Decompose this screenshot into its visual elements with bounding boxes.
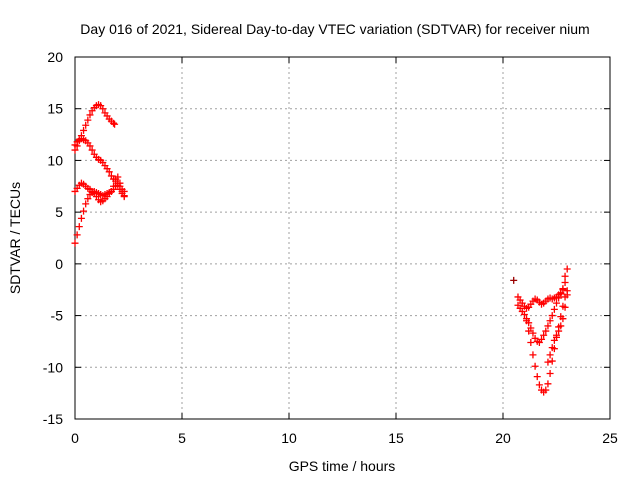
- data-point: [110, 119, 118, 127]
- data-point: [555, 294, 563, 302]
- data-point: [86, 111, 94, 119]
- data-point: [544, 322, 552, 330]
- y-tick-label: 5: [55, 204, 63, 220]
- y-tick-label: 0: [55, 256, 63, 272]
- data-point: [520, 311, 528, 319]
- data-point: [73, 231, 81, 239]
- y-axis-label: SDTVAR / TECUs: [7, 182, 23, 294]
- data-point: [561, 278, 569, 286]
- data-point: [531, 362, 539, 370]
- data-point: [84, 116, 92, 124]
- data-point: [538, 335, 546, 343]
- data-point: [107, 187, 115, 195]
- data-point: [542, 327, 550, 335]
- y-tick-label: -5: [51, 308, 64, 324]
- y-tick-label: 15: [47, 101, 63, 117]
- series-arc-f: [514, 265, 571, 346]
- x-axis: 0 5 10 15 20 25: [71, 57, 618, 446]
- data-point: [118, 187, 126, 195]
- data-point: [533, 373, 541, 381]
- data-point: [544, 358, 552, 366]
- data-point: [561, 303, 569, 311]
- x-tick-label: 0: [71, 430, 79, 446]
- x-tick-label: 5: [178, 430, 186, 446]
- data-point: [527, 338, 535, 346]
- data-point: [120, 192, 128, 200]
- series-arc-d: [71, 173, 128, 247]
- series-outlier: [510, 276, 518, 284]
- data-point: [548, 357, 556, 365]
- x-tick-label: 25: [602, 430, 618, 446]
- data-point: [546, 351, 554, 359]
- data-point: [523, 317, 531, 325]
- x-tick-label: 10: [281, 430, 297, 446]
- data-point: [548, 344, 556, 352]
- data-point: [99, 105, 107, 113]
- x-tick-label: 15: [388, 430, 404, 446]
- data-point: [561, 272, 569, 280]
- data-point: [71, 239, 79, 247]
- data-point: [550, 305, 558, 313]
- data-point: [525, 327, 533, 335]
- data-point: [82, 121, 90, 129]
- data-point: [548, 312, 556, 320]
- y-tick-label: 10: [47, 152, 63, 168]
- data-point: [559, 315, 567, 323]
- data-point: [553, 331, 560, 339]
- data-point: [529, 329, 537, 337]
- y-axis: -15 -10 -5 0 5 10 15 20: [43, 49, 610, 427]
- data-point: [563, 265, 571, 273]
- data-point: [75, 223, 83, 231]
- data-point: [546, 317, 554, 325]
- series-arc-b: [71, 135, 128, 195]
- data-point: [563, 291, 571, 299]
- series-arc-g: [523, 287, 571, 396]
- data-point: [114, 173, 122, 181]
- data-point: [542, 386, 550, 394]
- series-arc-h: [544, 291, 571, 366]
- data-point: [116, 179, 124, 187]
- data-point: [82, 200, 90, 208]
- data-point: [557, 322, 565, 330]
- y-tick-label: -10: [43, 359, 63, 375]
- data-point: [546, 369, 554, 377]
- x-axis-label: GPS time / hours: [289, 458, 396, 474]
- data-point: [80, 207, 88, 215]
- data-point: [535, 381, 543, 389]
- data-point: [111, 120, 119, 128]
- data-point: [557, 290, 565, 298]
- data-point: [529, 351, 537, 359]
- data-point: [559, 285, 567, 293]
- data-point: [510, 276, 518, 284]
- data-point: [544, 380, 552, 388]
- data-point: [86, 142, 94, 150]
- y-tick-label: -15: [43, 411, 63, 427]
- data-point: [550, 336, 558, 344]
- data-markers: [71, 101, 571, 396]
- data-point: [105, 168, 113, 176]
- data-point: [110, 182, 118, 190]
- data-point: [88, 146, 96, 154]
- grid-lines: [75, 57, 610, 419]
- y-tick-label: 20: [47, 49, 63, 65]
- data-point: [553, 299, 560, 307]
- data-point: [84, 195, 92, 203]
- data-point: [80, 126, 88, 134]
- data-point: [77, 214, 85, 222]
- x-tick-label: 20: [495, 430, 511, 446]
- plot-frame: [74, 56, 611, 420]
- data-point: [540, 331, 548, 339]
- data-point: [555, 327, 563, 335]
- chart-title: Day 016 of 2021, Sidereal Day-to-day VTE…: [80, 21, 589, 37]
